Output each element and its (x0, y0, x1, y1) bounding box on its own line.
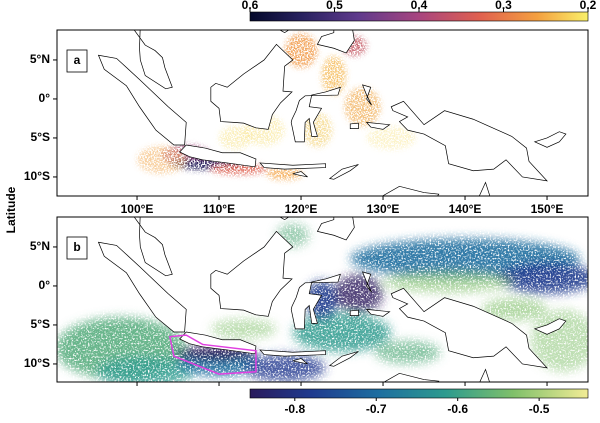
panel-label-box (66, 49, 88, 73)
field-patch (96, 356, 195, 382)
coastline (290, 86, 341, 143)
coastline (533, 318, 567, 335)
coastline (349, 122, 359, 129)
field-patch (374, 340, 441, 364)
lon-tick-label: 140°E (449, 202, 482, 216)
coastline (361, 271, 372, 293)
field-patch (284, 33, 318, 68)
field-patch (530, 309, 588, 372)
coastline (361, 84, 372, 106)
coastline (210, 43, 294, 130)
colorbar (249, 11, 589, 22)
coastline (290, 273, 341, 330)
field-patch (137, 145, 187, 174)
y-axis-label: Latitude (4, 186, 18, 233)
lat-tick-label: 10°S (24, 356, 50, 370)
field-patch (333, 274, 384, 314)
coastline (259, 162, 326, 170)
colorbar-tick-label: 0.2 (580, 0, 597, 12)
panel-frame (56, 216, 589, 383)
lat-tick-label: 0° (39, 91, 51, 105)
coastline (365, 308, 391, 317)
lon-tick-label: 120°E (285, 202, 318, 216)
field-patch (344, 87, 381, 127)
coastline (292, 171, 308, 178)
colorbar-tick-label: -0.6 (447, 402, 468, 416)
coastline (390, 287, 548, 369)
data-field (57, 223, 588, 382)
map-panel (57, 217, 588, 382)
coastline (316, 217, 355, 241)
coastline (292, 358, 308, 365)
lat-tick-label: 10°S (24, 169, 50, 183)
lat-tick-label: 0° (39, 278, 51, 292)
coastline (383, 368, 490, 382)
coastline (328, 351, 359, 367)
coastline (179, 144, 257, 168)
field-patch (219, 126, 252, 150)
coastline (365, 121, 391, 130)
coastline (279, 30, 290, 34)
lon-tick-label: 130°E (367, 202, 400, 216)
coastline (133, 217, 173, 277)
coastline (259, 349, 326, 357)
field-patch (497, 262, 588, 294)
colorbar-tick-label: 0.4 (411, 0, 428, 12)
coastline (97, 54, 187, 146)
field-patch (210, 318, 277, 339)
lat-tick-label: 5°S (31, 130, 50, 144)
lat-tick-label: 5°N (30, 52, 50, 66)
coastline (133, 30, 173, 90)
colorbar (249, 388, 589, 399)
field-patch (243, 353, 326, 382)
panel-label: b (73, 240, 80, 254)
field-patch (366, 126, 416, 150)
field-patch (292, 313, 392, 353)
coastline (533, 131, 567, 148)
coastline (210, 230, 294, 317)
coastline (328, 164, 359, 180)
coastline (390, 100, 548, 182)
colorbar-tick-label: -0.5 (529, 402, 550, 416)
colorbar-tick-label: 0.5 (326, 0, 343, 12)
colorbar-tick-label: 0.6 (242, 0, 259, 12)
field-patch (321, 56, 347, 96)
lon-tick-label: 150°E (531, 202, 564, 216)
lon-tick-label: 110°E (203, 202, 235, 216)
lat-tick-label: 5°S (31, 317, 50, 331)
field-patch (481, 297, 548, 322)
region-outline (168, 334, 257, 375)
colorbar-tick-label: 0.3 (495, 0, 512, 12)
data-field (137, 33, 416, 181)
coastline (349, 309, 359, 316)
coastline (97, 241, 187, 333)
panel-label-box (66, 236, 88, 260)
map-panel (97, 30, 567, 196)
panel-frame (56, 29, 589, 197)
lon-tick-label: 100°E (121, 202, 154, 216)
colorbar-tick-label: -0.8 (284, 402, 305, 416)
lat-tick-label: 5°N (30, 239, 50, 253)
panel-label: a (74, 53, 81, 67)
field-patch (266, 167, 303, 181)
coastline (382, 181, 491, 196)
coastline (316, 30, 355, 54)
colorbar-tick-label: -0.7 (366, 402, 387, 416)
field-patch (383, 271, 515, 293)
field-patch (210, 163, 269, 175)
